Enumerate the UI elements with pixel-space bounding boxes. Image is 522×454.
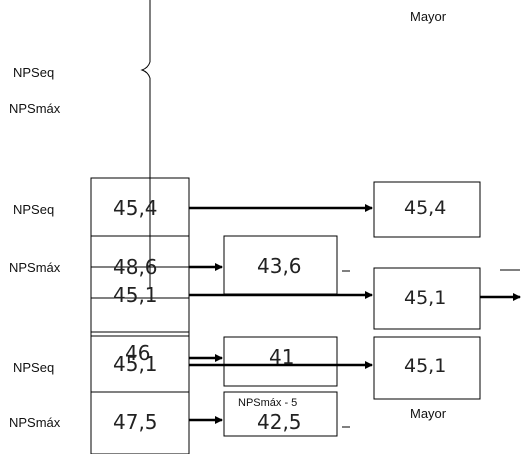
label-npsmax-minus-5: NPSmáx - 5 bbox=[238, 397, 297, 409]
label-mayor-bottom: Mayor bbox=[410, 406, 446, 421]
value-left-4b: 45,1 bbox=[113, 352, 158, 376]
label-npseq-1: NPSeq bbox=[13, 65, 54, 80]
value-left-2: 48,6 bbox=[113, 255, 158, 279]
label-npseq-3: NPSeq bbox=[13, 360, 54, 375]
value-left-1: 45,4 bbox=[113, 196, 158, 220]
value-mid-3: 42,5 bbox=[257, 410, 302, 434]
value-mid-2: 41 bbox=[269, 345, 294, 369]
label-mayor-top: Mayor bbox=[410, 9, 446, 24]
value-right-1: 45,4 bbox=[404, 197, 446, 219]
label-npsmax-2: NPSmáx bbox=[9, 260, 60, 275]
top-brace bbox=[142, 0, 150, 288]
label-npsmax-3: NPSmáx bbox=[9, 415, 60, 430]
value-left-3: 45,1 bbox=[113, 283, 158, 307]
label-npseq-2: NPSeq bbox=[13, 202, 54, 217]
value-left-5: 47,5 bbox=[113, 410, 158, 434]
value-mid-1: 43,6 bbox=[257, 254, 302, 278]
value-right-2: 45,1 bbox=[404, 287, 446, 309]
value-right-3: 45,1 bbox=[404, 355, 446, 377]
label-npsmax-1: NPSmáx bbox=[9, 101, 60, 116]
